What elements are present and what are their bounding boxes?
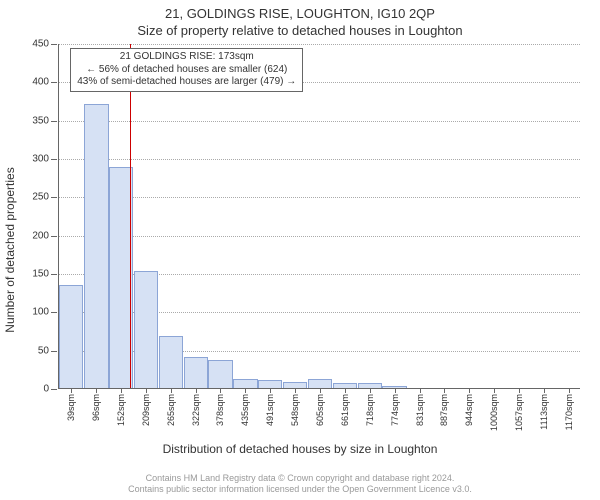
x-tick-label: 661sqm — [340, 394, 350, 426]
x-tick-label: 831sqm — [415, 394, 425, 426]
y-tick-label: 50 — [38, 345, 49, 356]
x-tick-label: 378sqm — [215, 394, 225, 426]
x-tick-label: 944sqm — [464, 394, 474, 426]
histogram-bar — [233, 379, 257, 388]
y-tick-label: 100 — [32, 307, 49, 318]
x-tick — [469, 388, 470, 393]
x-tick — [320, 388, 321, 393]
x-tick — [196, 388, 197, 393]
plot-area: 05010015020025030035040045039sqm96sqm152… — [58, 44, 580, 389]
x-tick-label: 887sqm — [439, 394, 449, 426]
x-tick-label: 491sqm — [265, 394, 275, 426]
y-tick-label: 450 — [32, 39, 49, 50]
y-tick — [51, 159, 57, 160]
chart-title-sub: Size of property relative to detached ho… — [0, 21, 600, 38]
gridline — [59, 159, 580, 160]
x-tick-label: 209sqm — [141, 394, 151, 426]
x-tick — [494, 388, 495, 393]
histogram-bar — [159, 336, 183, 388]
gridline — [59, 197, 580, 198]
x-tick-label: 1057sqm — [514, 394, 524, 431]
x-tick — [395, 388, 396, 393]
x-tick — [146, 388, 147, 393]
y-tick-label: 300 — [32, 154, 49, 165]
x-tick — [444, 388, 445, 393]
histogram-bar — [184, 357, 208, 388]
y-tick-label: 350 — [32, 115, 49, 126]
histogram-bar — [59, 285, 83, 389]
y-tick — [51, 44, 57, 45]
annotation-line: 21 GOLDINGS RISE: 173sqm — [77, 51, 296, 64]
annotation-line: 43% of semi-detached houses are larger (… — [77, 76, 296, 89]
x-tick — [295, 388, 296, 393]
x-tick — [345, 388, 346, 393]
histogram-bar — [208, 360, 232, 388]
y-tick-label: 400 — [32, 77, 49, 88]
histogram-bar — [308, 379, 332, 388]
x-tick-label: 774sqm — [390, 394, 400, 426]
x-tick-label: 1000sqm — [489, 394, 499, 431]
x-tick — [519, 388, 520, 393]
x-tick-label: 435sqm — [240, 394, 250, 426]
histogram-bar — [84, 104, 108, 388]
x-tick-label: 152sqm — [116, 394, 126, 426]
x-tick — [370, 388, 371, 393]
histogram-bar — [258, 380, 282, 388]
chart-title-main: 21, GOLDINGS RISE, LOUGHTON, IG10 2QP — [0, 0, 600, 21]
y-tick-label: 150 — [32, 269, 49, 280]
x-tick-label: 1113sqm — [539, 394, 549, 430]
y-tick — [51, 121, 57, 122]
x-tick-label: 96sqm — [91, 394, 101, 421]
x-tick-label: 548sqm — [290, 394, 300, 426]
x-tick-label: 322sqm — [191, 394, 201, 426]
y-tick — [51, 351, 57, 352]
gridline — [59, 236, 580, 237]
x-tick — [220, 388, 221, 393]
y-tick — [51, 274, 57, 275]
gridline — [59, 121, 580, 122]
annotation-box: 21 GOLDINGS RISE: 173sqm← 56% of detache… — [70, 48, 303, 92]
x-tick-label: 265sqm — [166, 394, 176, 426]
credit-text: Contains HM Land Registry data © Crown c… — [0, 473, 600, 496]
x-tick — [96, 388, 97, 393]
y-axis-title: Number of detached properties — [3, 85, 17, 250]
y-tick-label: 200 — [32, 230, 49, 241]
y-tick — [51, 82, 57, 83]
x-tick — [71, 388, 72, 393]
y-tick — [51, 236, 57, 237]
histogram-bar — [134, 271, 158, 388]
reference-line — [130, 44, 131, 388]
x-tick — [270, 388, 271, 393]
x-tick-label: 1170sqm — [564, 394, 574, 430]
annotation-line: ← 56% of detached houses are smaller (62… — [77, 64, 296, 77]
gridline — [59, 44, 580, 45]
y-tick-label: 250 — [32, 192, 49, 203]
x-tick-label: 39sqm — [66, 394, 76, 421]
y-tick — [51, 312, 57, 313]
y-tick — [51, 197, 57, 198]
x-tick — [245, 388, 246, 393]
y-tick-label: 0 — [43, 384, 49, 395]
x-tick — [420, 388, 421, 393]
x-tick — [121, 388, 122, 393]
x-tick — [544, 388, 545, 393]
y-tick — [51, 389, 57, 390]
x-tick — [171, 388, 172, 393]
x-tick-label: 605sqm — [315, 394, 325, 426]
x-tick — [569, 388, 570, 393]
x-tick-label: 718sqm — [365, 394, 375, 426]
x-axis-title: Distribution of detached houses by size … — [0, 442, 600, 456]
